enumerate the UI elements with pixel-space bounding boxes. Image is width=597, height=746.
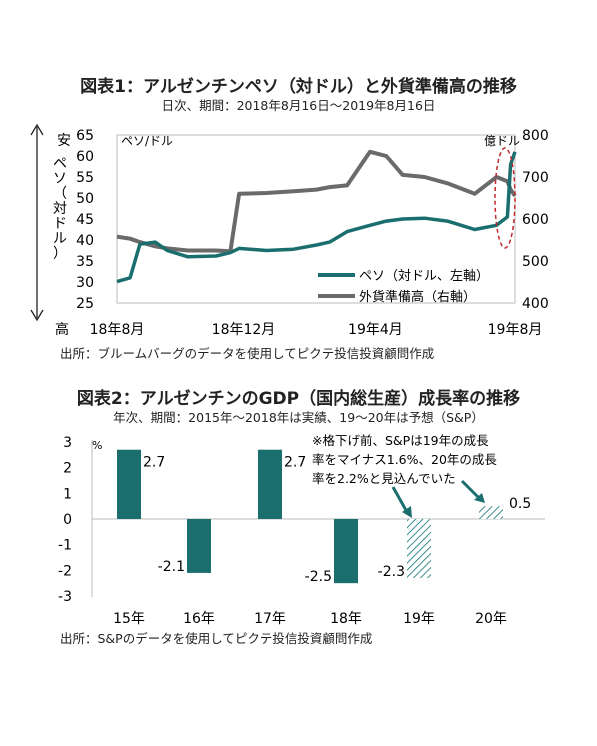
chart2-bar [258, 449, 282, 519]
right-tick-label: 500 [522, 254, 549, 270]
y-side-label: ペソ（対ドル） [53, 156, 67, 262]
chart2-y-tick-label: -2 [58, 563, 72, 579]
chart2-bar [334, 519, 358, 584]
chart2-bar [187, 519, 211, 573]
chart2-value-label: -2.5 [305, 569, 332, 585]
chart2-value-label: 0.5 [509, 496, 531, 512]
chart1-subtitle: 日次、期間：2018年8月16日～2019年8月16日 [161, 98, 436, 113]
chart2-y-tick-label: 0 [63, 512, 72, 528]
chart2-x-label: 16年 [183, 611, 215, 627]
series-peso-line [116, 151, 517, 284]
chart2-x-label: 15年 [113, 611, 145, 627]
y-side-top: 安 [57, 133, 71, 149]
chart2-bars [117, 449, 503, 584]
y-side-label-char: ソ [53, 171, 67, 187]
chart2-x-label: 18年 [330, 611, 362, 627]
chart2-value-label: 2.7 [143, 455, 165, 471]
chart2-bar [407, 519, 431, 579]
chart2-y-tick-label: 1 [63, 486, 72, 502]
note-line-1: ※格下げ前、S&Pは19年の成長 [312, 433, 489, 448]
y-side-label-char: （ [53, 186, 67, 202]
y-side-label-char: ペ [53, 156, 67, 172]
left-tick-label: 35 [76, 254, 94, 270]
chart1-source: 出所：ブルームバーグのデータを使用してピクテ投信投資顧問作成 [60, 346, 435, 361]
right-unit-label: 億ドル [484, 134, 520, 148]
y-side-label-char: ド [53, 216, 67, 232]
left-tick-label: 45 [76, 212, 94, 228]
left-tick-label: 40 [76, 233, 94, 249]
chart2-note: ※格下げ前、S&Pは19年の成長 率をマイナス1.6%、20年の成長 率を2.2… [312, 433, 497, 486]
right-tick-label: 400 [522, 296, 549, 312]
left-tick-label: 55 [76, 170, 94, 186]
chart2-bar [117, 449, 141, 519]
y-direction-arrow [30, 123, 44, 322]
x-tick-label: 19年4月 [348, 322, 403, 338]
chart2-subtitle: 年次、期間：2015年～2018年は実績、19～20年は予想（S&P） [113, 410, 484, 425]
chart2-y-ticks: 3 2 1 0 -1 -2 -3 [58, 435, 72, 605]
y-side-label-char: 対 [53, 201, 67, 217]
y-side-label-char: ） [53, 246, 67, 262]
chart2-x-label: 19年 [403, 611, 435, 627]
chart2-bar [479, 506, 503, 519]
legend-reserves-label: 外貨準備高（右軸） [359, 289, 476, 305]
chart2-value-label: -2.1 [158, 559, 185, 575]
left-tick-label: 25 [76, 296, 94, 312]
chart2-x-label: 17年 [254, 611, 286, 627]
chart2-title: 図表2：アルゼンチンのGDP（国内総生産）成長率の推移 [76, 389, 521, 409]
chart2-y-tick-label: -3 [58, 589, 72, 605]
right-tick-label: 700 [522, 170, 549, 186]
x-tick-label: 19年8月 [488, 322, 543, 338]
chart2-svg: 3 2 1 0 -1 -2 -3 % 2.7 -2.1 2.7 -2.5 -2.3 0.5 15年 16… [58, 433, 545, 627]
chart2-x-label: 20年 [475, 611, 507, 627]
chart2-source: 出所：S&Pのデータを使用してピクテ投信投資顧問作成 [60, 631, 373, 646]
chart2-unit: % [92, 439, 102, 452]
legend-peso-label: ペソ（対ドル、左軸） [359, 269, 489, 284]
left-tick-label: 50 [76, 191, 94, 207]
plot-area [116, 134, 516, 304]
left-tick-label: 65 [76, 128, 94, 144]
left-unit-label: ペソ/ドル [121, 134, 173, 148]
right-axis-ticks: 800 700 600 500 400 [522, 128, 549, 312]
series-reserves-line [116, 149, 517, 254]
chart1-svg: 安 高 ペソ（対ドル） 65 60 55 50 45 40 35 30 25 800 700 600… [30, 123, 549, 338]
highlight-ellipse [494, 147, 516, 249]
chart1-title: 図表1：アルゼンチンペソ（対ドル）と外貨準備高の推移 [80, 77, 517, 97]
chart2-y-tick-label: 3 [63, 435, 72, 451]
left-tick-label: 60 [76, 149, 94, 165]
chart1-legend: ペソ（対ドル、左軸） 外貨準備高（右軸） [318, 269, 489, 305]
note-arrows [391, 479, 485, 518]
chart2-y-tick-label: -1 [58, 538, 72, 554]
note-line-3: 率を2.2%と見込んでいた [312, 471, 456, 486]
x-tick-label: 18年12月 [212, 322, 276, 338]
y-side-label-char: ル [53, 231, 67, 247]
chart2-x-labels: 15年 16年 17年 18年 19年 20年 [113, 611, 507, 627]
x-axis-ticks: 18年8月 18年12月 19年4月 19年8月 [90, 322, 543, 338]
x-tick-label: 18年8月 [90, 322, 145, 338]
right-tick-label: 800 [522, 128, 549, 144]
chart2-value-label: -2.3 [378, 564, 405, 580]
y-side-bottom: 高 [55, 321, 69, 338]
note-line-2: 率をマイナス1.6%、20年の成長 [312, 452, 497, 467]
left-tick-label: 30 [76, 275, 94, 291]
left-axis-ticks: 65 60 55 50 45 40 35 30 25 [76, 128, 94, 312]
right-tick-label: 600 [522, 212, 549, 228]
chart2-value-labels: 2.7 -2.1 2.7 -2.5 -2.3 0.5 [143, 455, 531, 585]
chart2-value-label: 2.7 [284, 455, 306, 471]
chart2-y-tick-label: 2 [63, 461, 72, 477]
